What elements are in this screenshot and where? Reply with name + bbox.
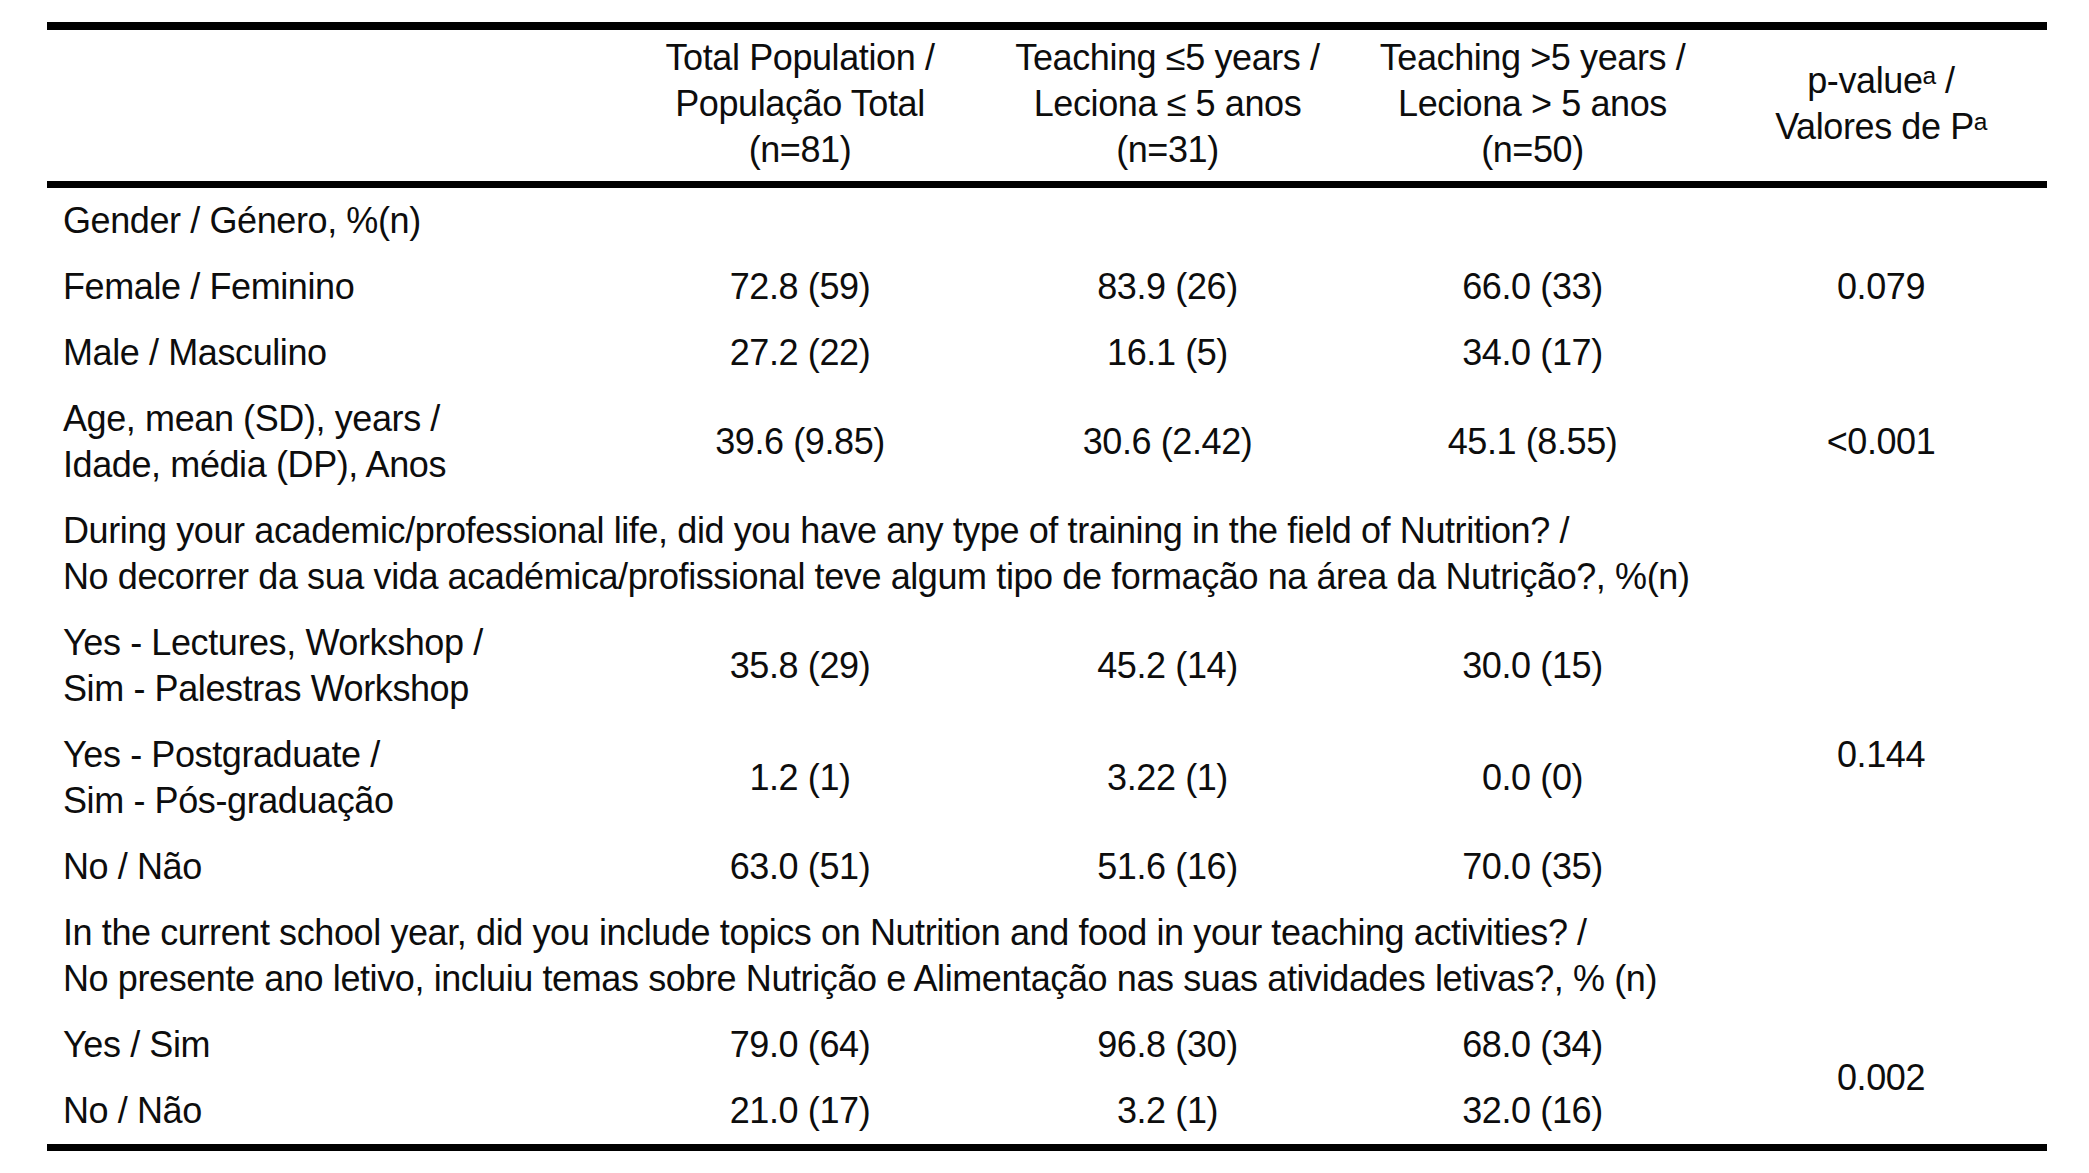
table-row-yes-topics: Yes / Sim 79.0 (64) 96.8 (30) 68.0 (34) … xyxy=(47,1012,2047,1078)
row-label: Yes / Sim xyxy=(47,1012,615,1078)
section-label: Gender / Género, %(n) xyxy=(47,185,2047,255)
header-teaching-gt5: Teaching >5 years / Leciona > 5 anos (n=… xyxy=(1350,26,1715,185)
header-teaching-le5: Teaching ≤5 years / Leciona ≤ 5 anos (n=… xyxy=(985,26,1350,185)
row-label: Yes - Lectures, Workshop / Sim - Palestr… xyxy=(47,610,615,722)
table-cell: 68.0 (34) xyxy=(1350,1012,1715,1078)
table-cell: 30.0 (15) xyxy=(1350,610,1715,722)
header-total-population: Total Population / População Total (n=81… xyxy=(615,26,985,185)
p-value-cell: 0.079 xyxy=(1715,254,2047,320)
table-cell: 3.22 (1) xyxy=(985,722,1350,834)
row-label: Age, mean (SD), years / Idade, média (DP… xyxy=(47,386,615,498)
table-cell: 3.2 (1) xyxy=(985,1078,1350,1148)
section-row-schoolyear-question: In the current school year, did you incl… xyxy=(47,900,2047,1012)
row-label: No / Não xyxy=(47,834,615,900)
table-cell: 30.6 (2.42) xyxy=(985,386,1350,498)
table-cell: 45.1 (8.55) xyxy=(1350,386,1715,498)
table-cell: 70.0 (35) xyxy=(1350,834,1715,900)
table-cell: 83.9 (26) xyxy=(985,254,1350,320)
p-value-cell xyxy=(1715,320,2047,386)
header-row: Total Population / População Total (n=81… xyxy=(47,26,2047,185)
section-label: In the current school year, did you incl… xyxy=(47,900,2047,1012)
table-row-female: Female / Feminino 72.8 (59) 83.9 (26) 66… xyxy=(47,254,2047,320)
header-p-value: p-valueᵃ / Valores de Pᵃ xyxy=(1715,26,2047,185)
section-row-training-question: During your academic/professional life, … xyxy=(47,498,2047,610)
p-value-cell: 0.002 xyxy=(1715,1012,2047,1148)
table-cell: 66.0 (33) xyxy=(1350,254,1715,320)
table-cell: 39.6 (9.85) xyxy=(615,386,985,498)
table-cell: 21.0 (17) xyxy=(615,1078,985,1148)
p-value-cell: <0.001 xyxy=(1715,386,2047,498)
table-row-age: Age, mean (SD), years / Idade, média (DP… xyxy=(47,386,2047,498)
section-label: During your academic/professional life, … xyxy=(47,498,2047,610)
table-cell: 35.8 (29) xyxy=(615,610,985,722)
table-body: Gender / Género, %(n) Female / Feminino … xyxy=(47,185,2047,1148)
table-cell: 32.0 (16) xyxy=(1350,1078,1715,1148)
table-cell: 96.8 (30) xyxy=(985,1012,1350,1078)
table-header: Total Population / População Total (n=81… xyxy=(47,26,2047,185)
table-row-male: Male / Masculino 27.2 (22) 16.1 (5) 34.0… xyxy=(47,320,2047,386)
statistics-table: Total Population / População Total (n=81… xyxy=(47,22,2047,1151)
table-cell: 34.0 (17) xyxy=(1350,320,1715,386)
header-empty-cell xyxy=(47,26,615,185)
table-cell: 1.2 (1) xyxy=(615,722,985,834)
table-cell: 63.0 (51) xyxy=(615,834,985,900)
table-cell: 72.8 (59) xyxy=(615,254,985,320)
row-label: No / Não xyxy=(47,1078,615,1148)
table-cell: 45.2 (14) xyxy=(985,610,1350,722)
table-cell: 16.1 (5) xyxy=(985,320,1350,386)
section-row-gender: Gender / Género, %(n) xyxy=(47,185,2047,255)
paper-table-page: Total Population / População Total (n=81… xyxy=(0,0,2089,1173)
p-value-cell: 0.144 xyxy=(1715,610,2047,900)
row-label: Female / Feminino xyxy=(47,254,615,320)
table-cell: 51.6 (16) xyxy=(985,834,1350,900)
table-row-yes-lectures: Yes - Lectures, Workshop / Sim - Palestr… xyxy=(47,610,2047,722)
table-cell: 27.2 (22) xyxy=(615,320,985,386)
row-label: Yes - Postgraduate / Sim - Pós-graduação xyxy=(47,722,615,834)
row-label: Male / Masculino xyxy=(47,320,615,386)
table-cell: 79.0 (64) xyxy=(615,1012,985,1078)
table-cell: 0.0 (0) xyxy=(1350,722,1715,834)
